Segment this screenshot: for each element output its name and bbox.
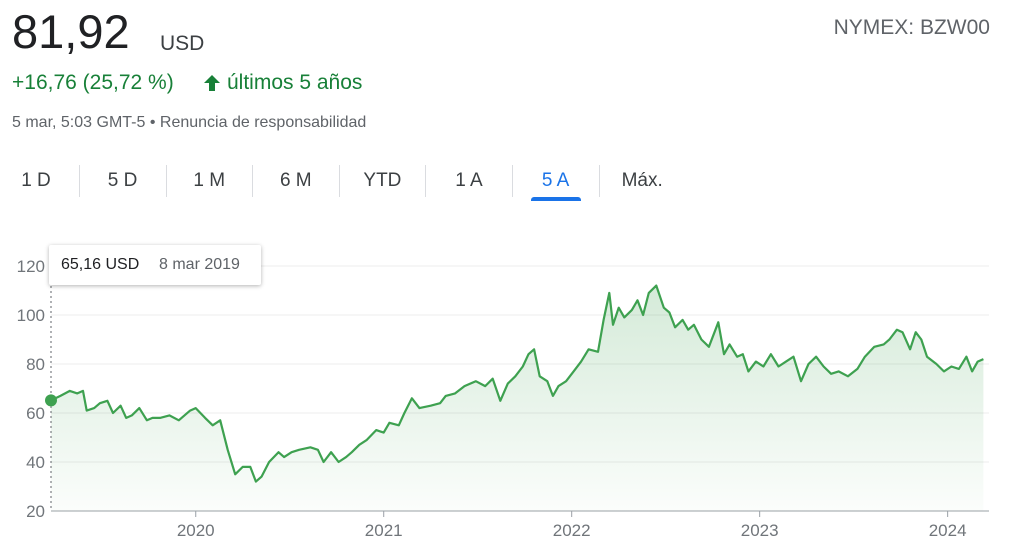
y-tick-label: 80 bbox=[26, 355, 45, 374]
x-tick-label: 2020 bbox=[177, 521, 215, 540]
symbol: NYMEX: BZW00 bbox=[833, 16, 990, 39]
range-tab[interactable]: 1 A bbox=[455, 170, 483, 191]
tab-separator bbox=[425, 165, 427, 197]
tab-separator bbox=[598, 165, 600, 197]
tooltip-value: 65,16 USD bbox=[61, 256, 140, 273]
up-arrow-icon bbox=[204, 75, 220, 91]
tab-separator bbox=[252, 165, 254, 197]
period: últimos 5 años bbox=[227, 71, 363, 94]
range-tab[interactable]: 1 M bbox=[193, 170, 226, 191]
disclaimer[interactable]: Renuncia de responsabilidad bbox=[159, 114, 367, 131]
y-tick-label: 20 bbox=[26, 502, 45, 521]
change: +16,76 (25,72 %) bbox=[12, 71, 174, 94]
chart: 20 40 60 80 100 120 2020 2021 2022 2023 2024 bbox=[17, 257, 989, 540]
hover-point bbox=[45, 394, 57, 407]
tab-separator bbox=[512, 165, 513, 197]
timestamp-row: 5 mar, 5:03 GMT-5 • Renuncia de responsa… bbox=[12, 114, 366, 132]
timestamp: 5 mar, 5:03 GMT-5 bbox=[12, 114, 146, 131]
y-tick-label: 60 bbox=[26, 404, 45, 423]
range-tab[interactable]: Máx. bbox=[621, 170, 663, 191]
currency: USD bbox=[160, 32, 205, 55]
range-tab[interactable]: 5 A bbox=[541, 170, 570, 191]
range-tab[interactable]: YTD bbox=[363, 170, 402, 191]
range-tab[interactable]: 6 M bbox=[279, 170, 312, 191]
tooltip-date: 8 mar 2019 bbox=[159, 256, 240, 273]
x-tick-label: 2024 bbox=[929, 521, 967, 540]
y-tick-label: 40 bbox=[26, 453, 45, 472]
selected-underline bbox=[530, 197, 581, 201]
y-tick-label: 120 bbox=[17, 257, 45, 276]
tab-separator bbox=[79, 165, 80, 197]
price: 81,92 bbox=[12, 5, 130, 58]
y-tick-label: 100 bbox=[17, 306, 45, 325]
area-fill bbox=[51, 285, 984, 511]
x-tick-label: 2021 bbox=[365, 521, 403, 540]
tab-separator bbox=[338, 165, 340, 197]
x-tick-label: 2023 bbox=[741, 521, 779, 540]
range-tab[interactable]: 1 D bbox=[21, 170, 51, 191]
x-tick-label: 2022 bbox=[553, 521, 591, 540]
separator: • bbox=[149, 114, 156, 131]
tab-separator bbox=[165, 165, 167, 197]
tooltip: 65,16 USD 8 mar 2019 bbox=[49, 245, 261, 285]
range-tab[interactable]: 5 D bbox=[107, 170, 138, 191]
price-line bbox=[50, 284, 984, 483]
